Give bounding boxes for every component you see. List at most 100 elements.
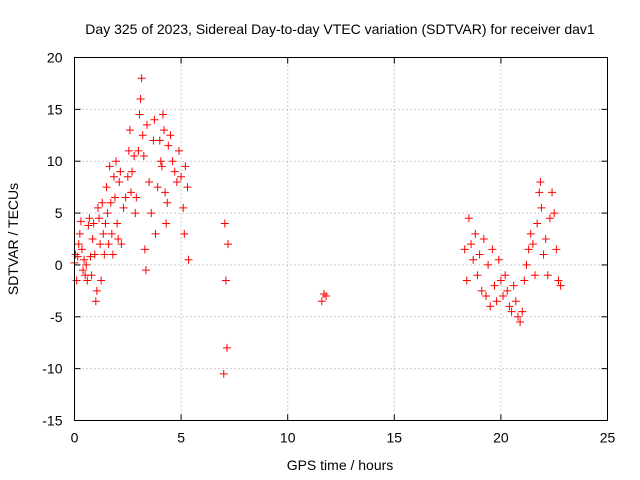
- data-point: [473, 271, 482, 280]
- data-point: [125, 126, 134, 135]
- data-point: [91, 297, 100, 306]
- data-point: [80, 255, 89, 264]
- y-tick-label: 15: [47, 101, 63, 117]
- y-tick-label: 10: [47, 153, 63, 169]
- data-point: [166, 131, 175, 140]
- data-point: [184, 255, 193, 264]
- data-point: [168, 157, 177, 166]
- data-point: [536, 177, 545, 186]
- data-point: [142, 120, 151, 129]
- data-point: [513, 312, 522, 321]
- data-point: [460, 245, 469, 254]
- data-point: [503, 286, 512, 295]
- data-point: [103, 209, 112, 218]
- data-point: [121, 193, 130, 202]
- data-point: [77, 245, 86, 254]
- data-point: [496, 276, 505, 285]
- x-tick-label: 5: [177, 430, 185, 446]
- x-tick-label: 0: [71, 430, 79, 446]
- x-tick-label: 20: [493, 430, 509, 446]
- data-point: [541, 235, 550, 243]
- data-point: [71, 250, 80, 259]
- data-point: [140, 245, 149, 254]
- data-point: [134, 146, 143, 155]
- data-point: [83, 276, 92, 285]
- data-point: [151, 229, 160, 238]
- data-point: [145, 177, 154, 186]
- data-point: [177, 172, 186, 181]
- y-tick-label: -5: [50, 309, 63, 325]
- data-point: [479, 235, 488, 243]
- data-point: [113, 219, 122, 228]
- data-point: [494, 255, 503, 264]
- data-point: [526, 229, 535, 238]
- data-point: [104, 240, 113, 249]
- data-point: [90, 250, 99, 259]
- data-point: [111, 193, 120, 202]
- data-point: [462, 276, 471, 285]
- data-point: [174, 146, 183, 155]
- data-point: [153, 183, 162, 192]
- data-point: [552, 245, 561, 254]
- data-point: [114, 235, 123, 243]
- data-point: [82, 260, 91, 269]
- data-point: [139, 152, 148, 161]
- data-points: [70, 74, 565, 378]
- data-point: [86, 252, 95, 261]
- data-point: [116, 167, 125, 176]
- data-point: [89, 219, 98, 228]
- data-point: [84, 221, 93, 230]
- data-point: [467, 240, 476, 249]
- data-point: [163, 198, 172, 207]
- data-point: [93, 203, 102, 212]
- data-point: [317, 297, 326, 306]
- y-tick-label: 0: [55, 257, 63, 273]
- data-point: [531, 271, 540, 280]
- plot-frame: [74, 57, 608, 421]
- data-point: [135, 110, 144, 119]
- data-point: [486, 302, 495, 311]
- x-tick-label: 15: [387, 430, 403, 446]
- data-point: [180, 229, 189, 238]
- data-point: [507, 307, 516, 316]
- data-point: [481, 292, 490, 301]
- data-point: [102, 183, 111, 192]
- x-axis-title: GPS time / hours: [287, 457, 394, 473]
- data-point: [179, 203, 188, 212]
- data-point: [99, 229, 108, 238]
- data-point: [98, 198, 107, 207]
- data-point: [88, 235, 97, 243]
- axis-ticks: 0 5 10 15 20 25 -15 -10 -5 0 5 10 15 20: [42, 50, 615, 446]
- data-point: [141, 266, 150, 275]
- data-point: [319, 289, 328, 298]
- data-point: [537, 203, 546, 212]
- data-point: [492, 297, 501, 306]
- data-point: [161, 188, 170, 197]
- data-point: [100, 250, 109, 259]
- chart-title: Day 325 of 2023, Sidereal Day-to-day VTE…: [85, 21, 595, 37]
- data-point: [124, 146, 133, 155]
- data-point: [126, 188, 135, 197]
- data-point: [183, 183, 192, 192]
- data-point: [220, 219, 229, 228]
- data-point: [475, 250, 484, 259]
- data-point: [528, 240, 537, 249]
- data-point: [516, 317, 525, 326]
- data-point: [511, 297, 520, 306]
- y-axis-title: SDTVAR / TECUs: [5, 183, 21, 295]
- data-point: [477, 286, 486, 295]
- data-point: [73, 252, 82, 261]
- data-point: [137, 74, 146, 83]
- data-point: [469, 255, 478, 264]
- data-point: [160, 126, 169, 135]
- y-tick-label: -15: [42, 413, 62, 429]
- data-point: [219, 369, 228, 378]
- data-point: [157, 162, 166, 171]
- data-point: [181, 162, 190, 171]
- data-point: [490, 281, 499, 290]
- data-point: [222, 343, 231, 352]
- y-tick-label: 20: [47, 50, 63, 66]
- data-point: [499, 292, 508, 301]
- data-point: [221, 276, 230, 285]
- data-point: [156, 157, 165, 166]
